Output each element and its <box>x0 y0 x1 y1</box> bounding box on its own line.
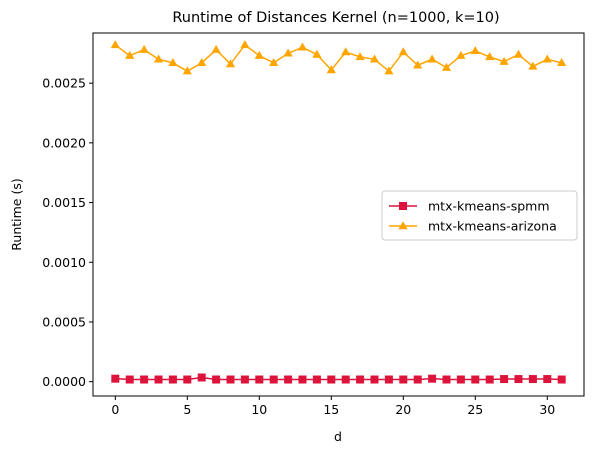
legend-box <box>381 190 578 241</box>
data-point <box>226 375 235 384</box>
data-point <box>341 47 351 56</box>
data-point <box>197 58 207 67</box>
data-point <box>240 375 249 384</box>
data-point <box>140 375 149 384</box>
data-point <box>413 375 422 384</box>
data-point <box>500 375 509 384</box>
data-point <box>413 60 423 69</box>
data-point <box>557 375 566 384</box>
data-point <box>456 50 466 59</box>
data-point <box>513 49 524 58</box>
data-point <box>485 52 495 61</box>
y-tick-label: 0.0020 <box>42 135 86 150</box>
data-point <box>139 44 149 53</box>
data-point <box>298 375 307 384</box>
y-axis-label: Runtime (s) <box>9 178 24 250</box>
plot-frame <box>92 32 585 397</box>
data-point <box>327 375 336 384</box>
data-point <box>154 375 163 384</box>
x-tick-label: 10 <box>251 402 267 417</box>
x-tick-label: 5 <box>183 402 191 417</box>
data-point <box>125 375 134 384</box>
data-point <box>356 375 365 384</box>
chart-title: Runtime of Distances Kernel (n=1000, k=1… <box>172 10 499 26</box>
data-point <box>284 375 293 384</box>
data-point <box>370 375 379 384</box>
data-point <box>153 54 164 63</box>
data-point <box>471 375 480 384</box>
legend-item: mtx-kmeans-arizona <box>389 219 557 234</box>
y-tick-label: 0.0005 <box>42 314 86 329</box>
data-point <box>168 58 178 67</box>
data-point <box>384 375 393 384</box>
data-point <box>528 61 538 70</box>
data-point <box>240 40 250 49</box>
x-tick-label: 15 <box>323 402 339 417</box>
x-tick-label: 0 <box>111 402 119 417</box>
y-tick-label: 0.0025 <box>42 76 86 91</box>
legend-marker <box>399 202 407 210</box>
data-point <box>254 50 264 59</box>
data-point <box>197 373 206 382</box>
data-point <box>168 375 177 384</box>
data-point <box>399 375 408 384</box>
y-tick-label: 0.0015 <box>42 195 86 210</box>
data-point <box>369 54 380 63</box>
data-point <box>183 375 192 384</box>
data-point <box>283 48 293 57</box>
data-point <box>441 62 452 71</box>
data-point <box>499 56 509 65</box>
data-point <box>485 375 494 384</box>
plot-area <box>110 40 567 384</box>
data-point <box>428 374 437 383</box>
data-point <box>427 54 437 63</box>
x-tick-label: 25 <box>467 402 483 417</box>
data-point <box>211 44 221 53</box>
legend: mtx-kmeans-spmm mtx-kmeans-arizona <box>381 190 578 241</box>
data-point <box>543 375 552 384</box>
data-point <box>269 58 279 67</box>
data-point <box>297 42 308 51</box>
data-point <box>269 375 278 384</box>
data-point <box>326 65 336 74</box>
data-point <box>125 50 135 59</box>
data-point <box>212 375 221 384</box>
series-line <box>114 43 562 73</box>
series-mtx-kmeans-spmm <box>111 373 566 384</box>
y-tick-label: 0.0010 <box>42 255 86 270</box>
data-point <box>442 375 451 384</box>
legend-label: mtx-kmeans-arizona <box>428 219 557 234</box>
data-point <box>528 375 537 384</box>
x-tick-label: 20 <box>395 402 411 417</box>
data-point <box>514 375 523 384</box>
y-axis: 0.0000 0.0005 0.0010 0.0015 0.0020 0.0025 <box>42 76 93 389</box>
data-point <box>456 375 465 384</box>
data-point <box>255 375 264 384</box>
y-tick-label: 0.0000 <box>42 374 86 389</box>
data-point <box>470 46 480 55</box>
data-point <box>182 66 192 75</box>
data-point <box>312 375 321 384</box>
legend-marker <box>398 221 408 230</box>
data-point <box>110 40 120 49</box>
x-tick-label: 30 <box>539 402 555 417</box>
data-point <box>341 375 350 384</box>
data-point <box>312 49 322 58</box>
data-point <box>384 66 394 75</box>
series-line <box>115 376 562 381</box>
series-mtx-kmeans-arizona <box>110 40 567 75</box>
data-point <box>355 52 365 61</box>
data-point <box>557 58 567 67</box>
legend-label: mtx-kmeans-spmm <box>428 199 550 214</box>
legend-item: mtx-kmeans-spmm <box>389 199 550 214</box>
data-point <box>111 374 120 383</box>
data-point <box>398 47 408 56</box>
data-point <box>542 54 552 63</box>
data-point <box>225 59 236 68</box>
x-axis: 0 5 10 15 20 25 30 <box>111 396 555 417</box>
x-axis-label: d <box>334 429 342 444</box>
